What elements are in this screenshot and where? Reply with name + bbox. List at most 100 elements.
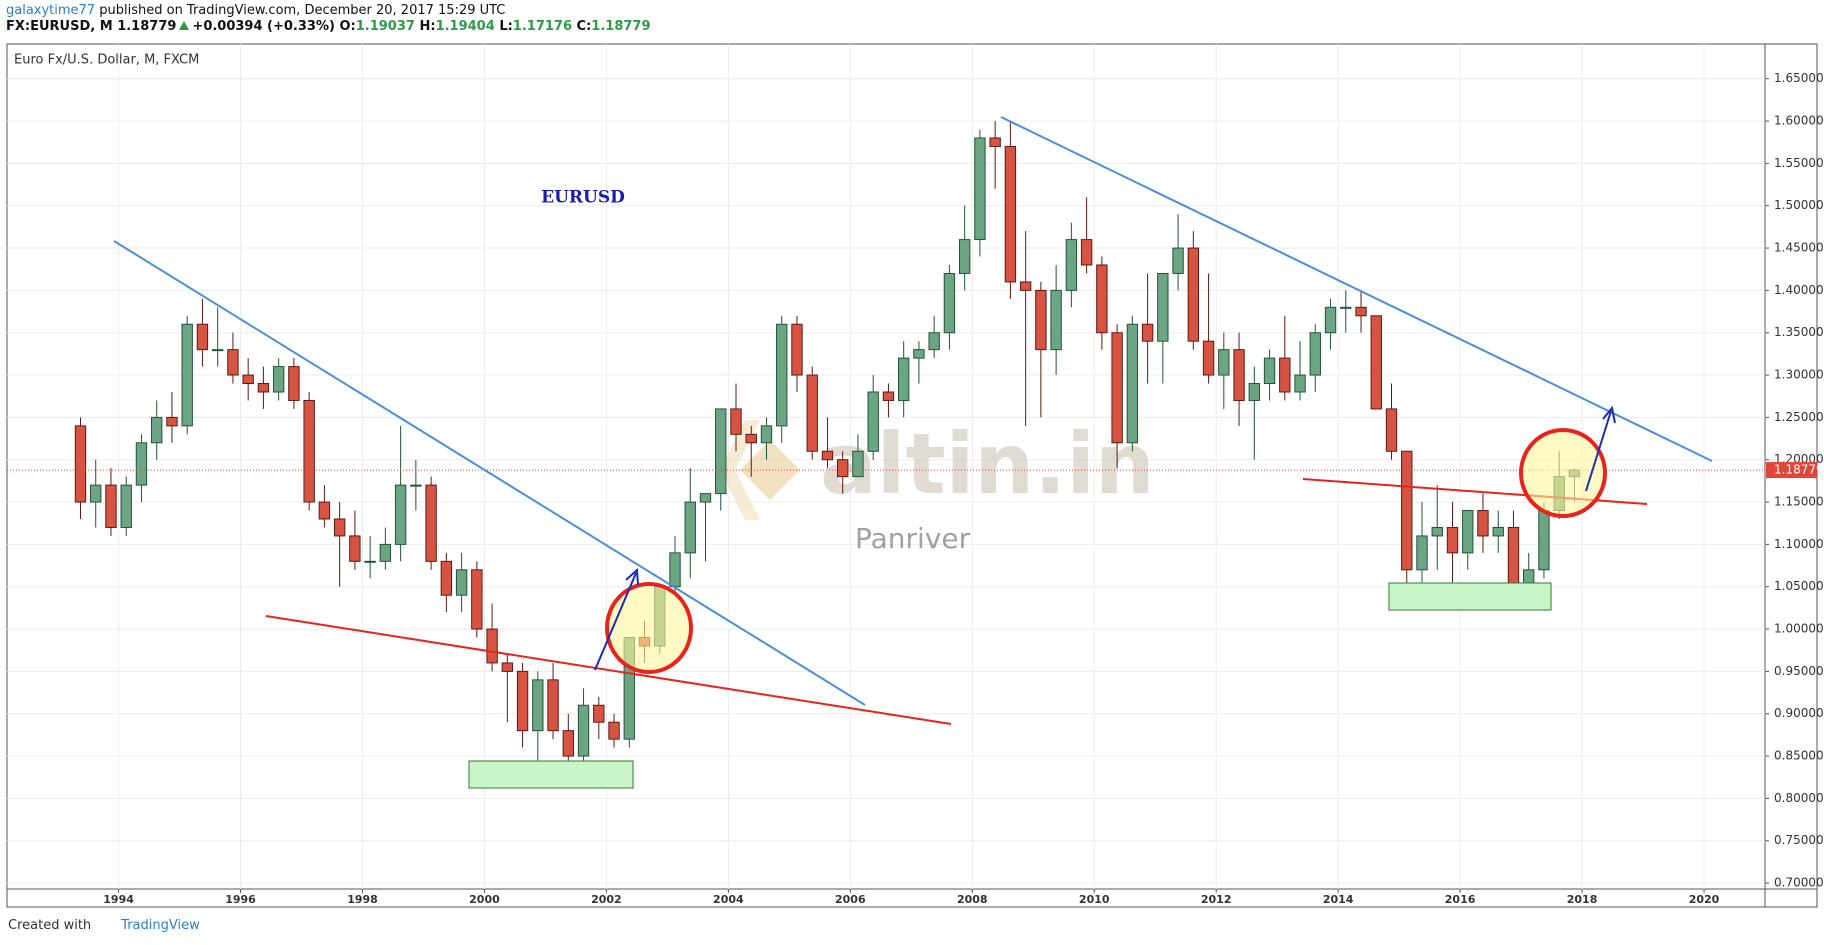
- last-price-label: 1.18779: [1774, 463, 1824, 477]
- candle-body: [1294, 374, 1306, 393]
- ohlc-label: H:: [419, 19, 436, 34]
- candle-body: [1538, 510, 1550, 571]
- candle-body: [974, 137, 986, 241]
- candle-body: [776, 323, 788, 427]
- candle-body: [532, 679, 544, 732]
- candle-body: [486, 628, 498, 664]
- ohlc-label: L:: [499, 19, 513, 34]
- candle-body: [1492, 526, 1504, 537]
- candle-body: [562, 730, 574, 757]
- candle-body: [669, 552, 681, 588]
- y-tick-label: 0.80000: [1774, 791, 1824, 805]
- candle-body: [90, 484, 102, 503]
- footer-text: Created with: [8, 918, 92, 933]
- candle-body: [1202, 340, 1215, 376]
- y-tick-label: 1.00000: [1774, 622, 1824, 636]
- candle-body: [318, 501, 331, 520]
- candle-body: [1263, 357, 1276, 385]
- trend-line: [265, 615, 952, 725]
- candle-body: [1248, 383, 1260, 401]
- header-line: FX:EURUSD, M 1.18779 +0.00394 (+0.33%) O:…: [6, 19, 651, 35]
- support-zone: [1388, 582, 1552, 611]
- candle-body: [821, 450, 834, 461]
- chart: altin.in Panriver Euro Fx/U.S. Dollar, M…: [6, 43, 1824, 908]
- ohlc-value: 1.18779: [591, 19, 651, 34]
- candle-body: [1218, 349, 1230, 376]
- arrow: [594, 572, 637, 671]
- y-tick-label: 1.10000: [1774, 537, 1824, 551]
- candle-body: [943, 272, 956, 334]
- y-tick-label: 1.35000: [1774, 325, 1824, 339]
- candle-body: [547, 679, 559, 732]
- watermark-sub: Panriver: [855, 522, 971, 555]
- x-tick-label: 2012: [1201, 893, 1232, 906]
- candle-body: [74, 425, 87, 503]
- candle-body: [1126, 323, 1139, 444]
- y-tick-label: 0.90000: [1774, 706, 1824, 720]
- candle-body: [242, 374, 254, 385]
- ohlc-value: 1.17176: [512, 19, 573, 34]
- support-zone: [468, 760, 634, 789]
- candle-body: [1233, 349, 1245, 401]
- candle-body: [288, 366, 300, 401]
- candle-body: [1416, 535, 1428, 571]
- axes: 0.70000 0.75000 0.80000 0.85000 0.90000 0.950…: [103, 71, 1823, 906]
- y-tick-label: 1.65000: [1774, 71, 1824, 85]
- ohlc-value: 1.19404: [435, 19, 495, 34]
- annotation: EURUSD: [541, 188, 625, 208]
- x-tick-label: 2000: [469, 893, 500, 906]
- trend-line: [1000, 116, 1713, 462]
- author[interactable]: galaxytime77: [6, 3, 96, 18]
- candle-body: [1507, 526, 1520, 588]
- x-tick-label: 1994: [103, 893, 134, 906]
- y-tick-label: 1.45000: [1774, 241, 1824, 255]
- candle-body: [791, 323, 803, 376]
- candle-body: [1172, 247, 1184, 274]
- up-icon: [179, 21, 190, 30]
- y-tick-label: 1.05000: [1774, 579, 1824, 593]
- candle-body: [333, 518, 346, 537]
- candle-body: [1279, 357, 1291, 393]
- candle-body: [410, 484, 422, 487]
- candle-body: [272, 366, 285, 393]
- y-tick-label: 1.15000: [1774, 495, 1824, 509]
- candle-body: [501, 662, 514, 672]
- watermark-logo: [720, 420, 760, 520]
- candle-body: [303, 399, 315, 503]
- candle-body: [151, 416, 163, 444]
- candle-body: [455, 569, 468, 596]
- y-tick-label: 0.85000: [1774, 749, 1824, 763]
- candle-body: [394, 484, 407, 545]
- chart-title: Euro Fx/U.S. Dollar, M, FXCM: [14, 53, 199, 68]
- candle-body: [928, 332, 940, 351]
- candle-body: [440, 560, 453, 596]
- y-tick-label: 1.60000: [1774, 114, 1824, 128]
- candle-body: [1187, 247, 1200, 342]
- candle-body: [577, 704, 590, 757]
- candle-body: [593, 704, 605, 723]
- candle-body: [760, 425, 773, 444]
- y-tick-label: 1.25000: [1774, 410, 1824, 424]
- candle-body: [379, 543, 392, 562]
- candle-body: [852, 450, 864, 478]
- candle-body: [1157, 272, 1169, 342]
- candle-body: [1340, 306, 1352, 309]
- candle-body: [181, 323, 193, 427]
- published: published on TradingView.com, December 2…: [99, 3, 506, 18]
- candles: [7, 121, 1765, 774]
- footer-brand[interactable]: TradingView: [121, 918, 200, 933]
- candle-body: [806, 374, 818, 452]
- drawings: [113, 116, 1713, 789]
- arrow-head: [1602, 405, 1616, 424]
- x-tick-label: 2004: [713, 893, 744, 906]
- trend-line: [113, 240, 866, 706]
- arrow-head: [625, 567, 639, 586]
- candle-body: [1401, 450, 1413, 571]
- candle-body: [1019, 281, 1032, 291]
- candle-body: [516, 670, 529, 732]
- x-tick-label: 1998: [347, 893, 378, 906]
- x-tick-label: 2020: [1689, 893, 1720, 906]
- candle-body: [1385, 408, 1398, 452]
- candle-body: [1035, 289, 1047, 351]
